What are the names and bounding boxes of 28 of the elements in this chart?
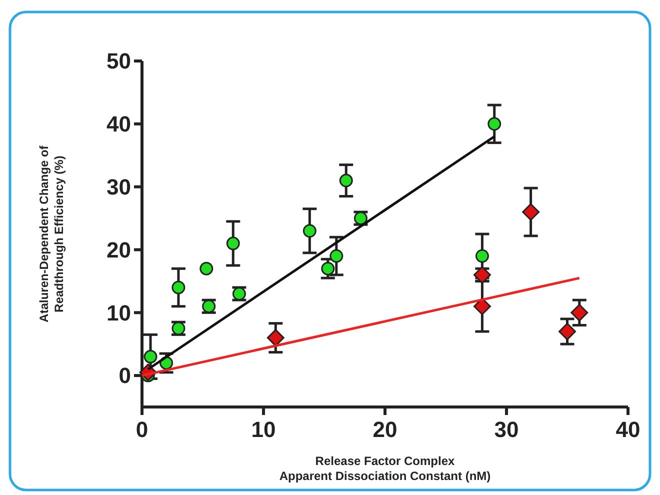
y-tick-label: 30	[106, 174, 131, 200]
point	[266, 329, 284, 347]
y-tick-label: 40	[106, 112, 131, 137]
y-tick-label: 20	[106, 237, 131, 262]
point	[475, 249, 489, 263]
x-tick-label: 30	[494, 417, 519, 442]
point	[302, 224, 316, 238]
point	[570, 304, 588, 322]
point	[339, 174, 353, 188]
point	[488, 117, 502, 131]
point	[172, 280, 186, 294]
y-tick-label: 50	[106, 48, 131, 74]
point	[200, 262, 214, 276]
x-tick-label: 40	[616, 417, 640, 442]
y-axis-title: Ataluren-Dependent Change of Readthrough Efficiency (%)	[37, 144, 66, 322]
point	[558, 322, 576, 340]
point	[522, 203, 540, 221]
point	[330, 249, 344, 263]
x-axis-title: Release Factor Complex Apparent Dissociation Constant (nM)	[279, 454, 491, 483]
x-tick-label: 10	[251, 417, 276, 442]
point	[473, 298, 491, 316]
y-tick-label: 0	[118, 363, 131, 388]
y-tick-label: 10	[106, 300, 131, 326]
x-tick-label: 20	[372, 417, 398, 442]
point	[321, 262, 335, 276]
x-tick-label: 0	[136, 417, 148, 442]
point	[226, 236, 240, 250]
point	[144, 350, 158, 364]
